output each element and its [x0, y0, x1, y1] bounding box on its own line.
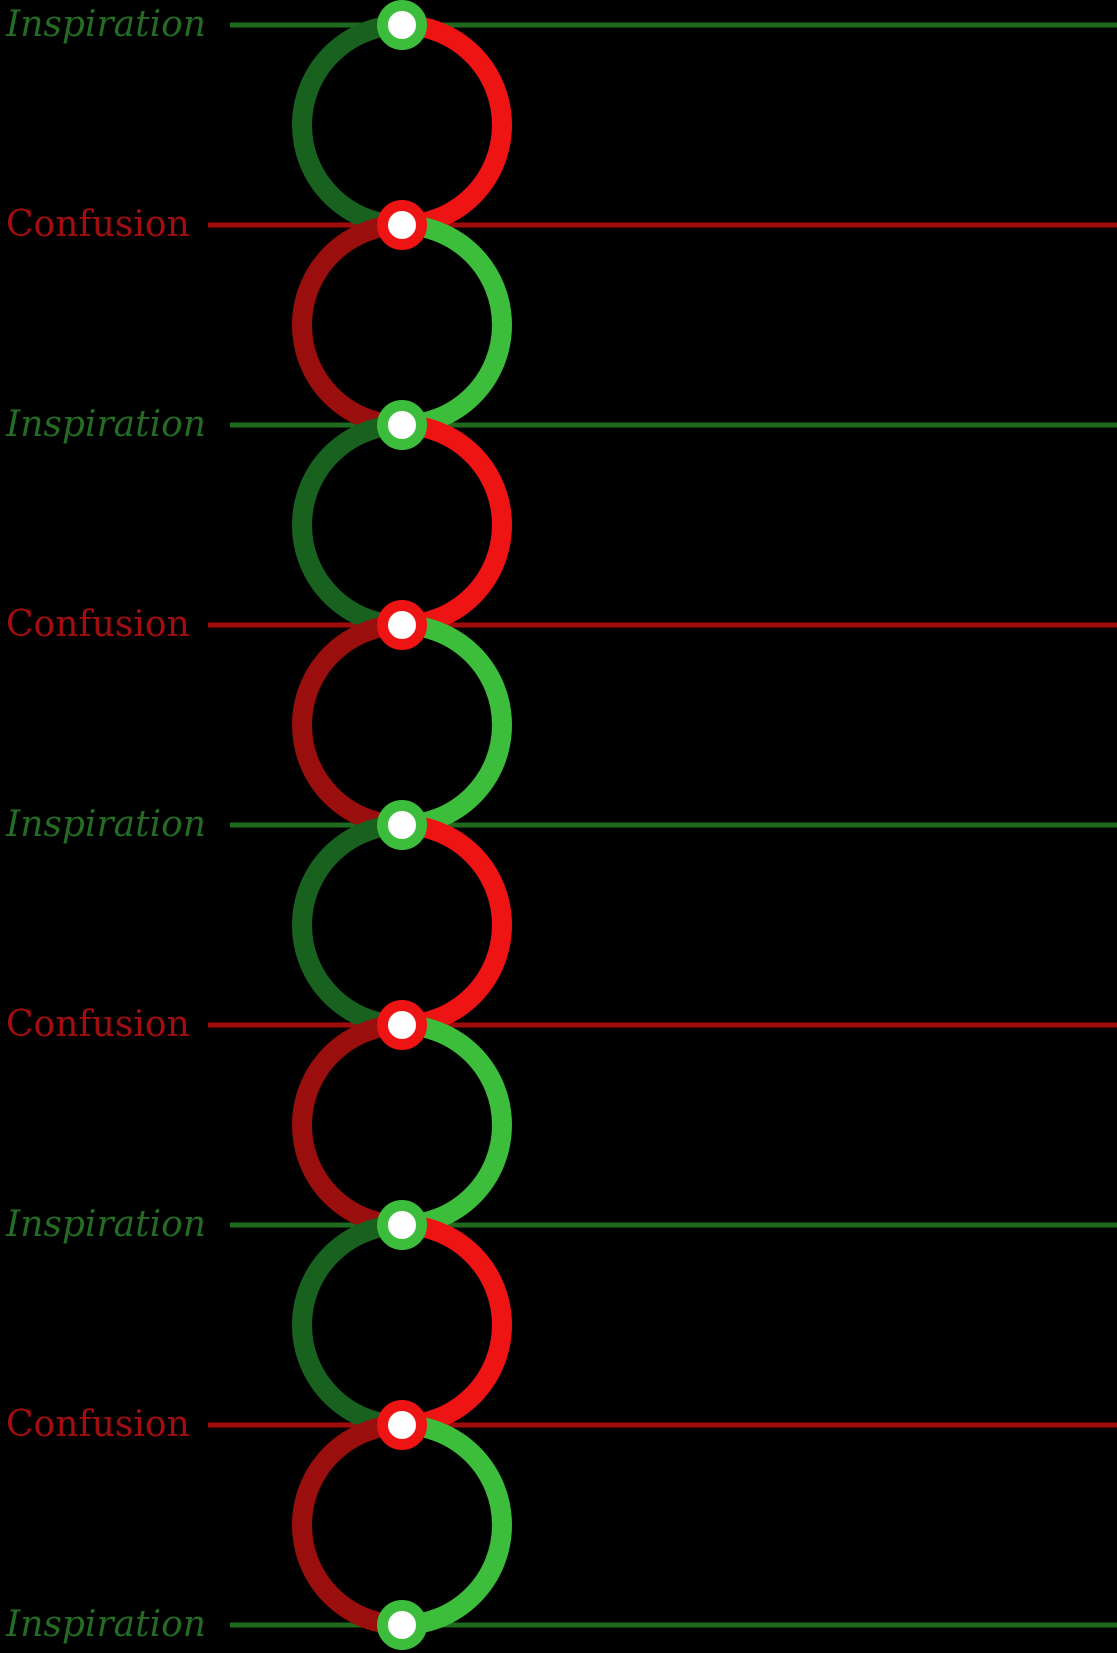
node-marker-inspiration — [377, 400, 427, 450]
node-label-confusion: Confusion — [6, 604, 190, 645]
node-label-inspiration: Inspiration — [6, 1204, 206, 1245]
ring-right-arc-confusion — [401, 815, 512, 1035]
ring-left-arc-confusion — [292, 215, 403, 435]
ring-right-arc-inspiration — [401, 215, 512, 435]
node-label-confusion: Confusion — [6, 204, 190, 245]
node-marker-confusion — [377, 600, 427, 650]
ring-right-arc-inspiration — [401, 1415, 512, 1635]
node-marker-confusion — [377, 1400, 427, 1450]
ring-right-arc-confusion — [401, 1215, 512, 1435]
node-marker-inspiration — [377, 1600, 427, 1650]
node-label-confusion: Confusion — [6, 1404, 190, 1445]
node-marker-confusion — [377, 200, 427, 250]
node-marker-inspiration — [377, 1200, 427, 1250]
ring-left-arc-inspiration — [292, 15, 403, 235]
ring-left-arc-confusion — [292, 615, 403, 835]
ring-left-arc-inspiration — [292, 415, 403, 635]
ring-right-arc-confusion — [401, 415, 512, 635]
ring-left-arc-confusion — [292, 1015, 403, 1235]
node-marker-confusion — [377, 1000, 427, 1050]
node-marker-inspiration — [377, 800, 427, 850]
ring-right-arc-inspiration — [401, 1015, 512, 1235]
node-label-inspiration: Inspiration — [6, 1604, 206, 1645]
node-label-inspiration: Inspiration — [6, 404, 206, 445]
node-label-inspiration: Inspiration — [6, 4, 206, 45]
node-marker-inspiration — [377, 0, 427, 50]
ring-left-arc-inspiration — [292, 815, 403, 1035]
node-label-inspiration: Inspiration — [6, 804, 206, 845]
ring-left-arc-confusion — [292, 1415, 403, 1635]
ring-left-arc-inspiration — [292, 1215, 403, 1435]
ring-right-arc-confusion — [401, 15, 512, 235]
node-label-confusion: Confusion — [6, 1004, 190, 1045]
ring-right-arc-inspiration — [401, 615, 512, 835]
